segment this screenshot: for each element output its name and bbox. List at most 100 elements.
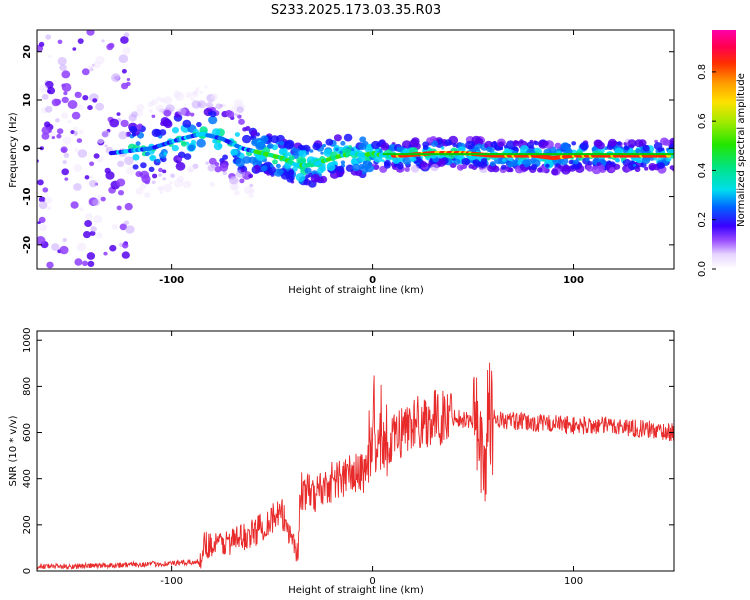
spectrogram-cell: [208, 115, 218, 125]
spectrogram-cell: [155, 158, 161, 163]
spectrogram-cell: [248, 173, 254, 179]
spectrogram-cell: [205, 102, 214, 109]
spectrogram-cell: [267, 143, 274, 149]
spectrogram-cell: [120, 36, 129, 44]
spectrogram-cell: [472, 159, 481, 167]
spectrogram-cell: [62, 238, 67, 242]
spectrogram-cell: [76, 138, 83, 144]
spectrogram-cell: [187, 144, 195, 151]
spectrogram-cell: [291, 147, 297, 152]
spectrogram-cell: [545, 163, 550, 168]
colorbar-tick-label: 0.8: [697, 64, 708, 80]
spectrogram-cell: [612, 143, 617, 146]
spectrogram-cell: [309, 149, 314, 153]
spectrogram-cell: [275, 163, 281, 169]
spectrogram-cell: [568, 159, 574, 165]
spectrogram-cell: [56, 133, 62, 139]
spectrogram-cell: [116, 178, 126, 187]
spectrogram-cell: [159, 190, 164, 194]
spectrogram-cell: [61, 168, 69, 176]
spectrogram-cell: [111, 73, 121, 83]
spectrogram-cell: [135, 141, 141, 146]
spectrogram-cell: [177, 157, 182, 162]
spectrogram-cell: [209, 182, 216, 187]
spectrogram-cell: [50, 131, 57, 137]
spectrogram-cell: [325, 138, 334, 146]
spectrogram-cell: [158, 167, 163, 173]
spectrogram-cell: [269, 164, 274, 168]
spectrogram-cell: [252, 140, 256, 144]
spectrogram-cell: [436, 158, 446, 167]
spectrogram-cell: [156, 96, 162, 101]
spectrogram-cell: [121, 251, 130, 259]
spectrogram-cell: [92, 199, 100, 206]
spectrogram-cell: [243, 185, 253, 194]
spectrogram-y-tick-label: -10: [22, 188, 33, 206]
spectrogram-cell: [72, 47, 77, 51]
spectrogram-cell: [117, 160, 125, 167]
spectrogram-cell: [173, 90, 182, 98]
spectrogram-cell: [288, 155, 295, 161]
spectrogram-cell: [414, 160, 418, 164]
figure-title: S233.2025.173.03.35.R03: [271, 3, 441, 18]
spectrogram-cell: [348, 145, 353, 149]
spectrogram-cell: [195, 87, 200, 91]
spectrogram-cell: [351, 157, 357, 163]
spectrogram-cell: [452, 143, 457, 148]
spectrogram-cell: [177, 108, 187, 116]
spectrogram-cell: [609, 167, 615, 173]
spectrogram-cell: [57, 57, 67, 66]
spectrogram-cell: [46, 261, 54, 269]
spectrogram-cell: [132, 164, 139, 170]
spectrogram-cell: [663, 139, 671, 146]
spectrogram-cell: [199, 90, 203, 94]
spectrogram-cell: [635, 148, 641, 154]
spectrogram-cell: [182, 180, 192, 189]
spectrogram-cell: [57, 128, 64, 135]
spectrogram-cell: [135, 187, 144, 195]
spectrogram-cell: [61, 96, 69, 104]
spectrogram-cell: [73, 183, 82, 191]
spectrogram-cell: [148, 166, 155, 172]
spectrogram-cell: [77, 38, 84, 44]
colorbar-tick-label: 0.6: [697, 113, 708, 129]
spectrogram-cell: [411, 165, 420, 173]
spectrogram-cell: [239, 178, 245, 184]
spectrogram-cell: [129, 125, 138, 134]
spectrogram-cell: [513, 140, 518, 144]
spectrogram-cell: [175, 161, 186, 171]
spectrogram-cell: [51, 243, 60, 251]
spectrogram-cell: [119, 223, 128, 231]
spectrogram-cell: [529, 139, 534, 144]
spectrogram-cell: [444, 139, 452, 146]
spectrogram-cell: [343, 133, 353, 142]
spectrogram-cell: [222, 171, 227, 176]
spectrogram-cell: [212, 128, 221, 136]
spectrogram-cell: [326, 163, 336, 172]
spectrogram-cell: [159, 129, 167, 136]
spectrogram-cell: [191, 100, 201, 109]
spectrogram-cell: [143, 174, 149, 179]
spectrogram-cell: [63, 152, 70, 158]
spectrogram-cell: [299, 145, 306, 151]
spectrogram-cell: [657, 148, 662, 153]
spectrogram-cell: [404, 167, 410, 172]
spectrogram-cell: [657, 162, 665, 169]
spectrogram-cell: [500, 164, 507, 170]
spectrogram-cell: [305, 174, 310, 179]
snr-series-line: [37, 362, 674, 571]
spectrogram-cell: [103, 251, 108, 256]
spectrogram-cell: [57, 39, 63, 44]
spectrogram-cell: [44, 196, 53, 204]
spectrogram-cell: [230, 148, 238, 156]
spectrogram-cell: [125, 225, 135, 234]
spectrogram-cell: [449, 154, 455, 160]
spectrogram-cell: [490, 141, 498, 148]
spectrogram-heatmap: [37, 30, 674, 269]
spectrogram-cell: [78, 129, 84, 135]
spectrogram-cell: [322, 143, 327, 148]
colorbar-tick-label: 0.4: [697, 162, 708, 178]
spectrogram-cell: [162, 177, 167, 181]
